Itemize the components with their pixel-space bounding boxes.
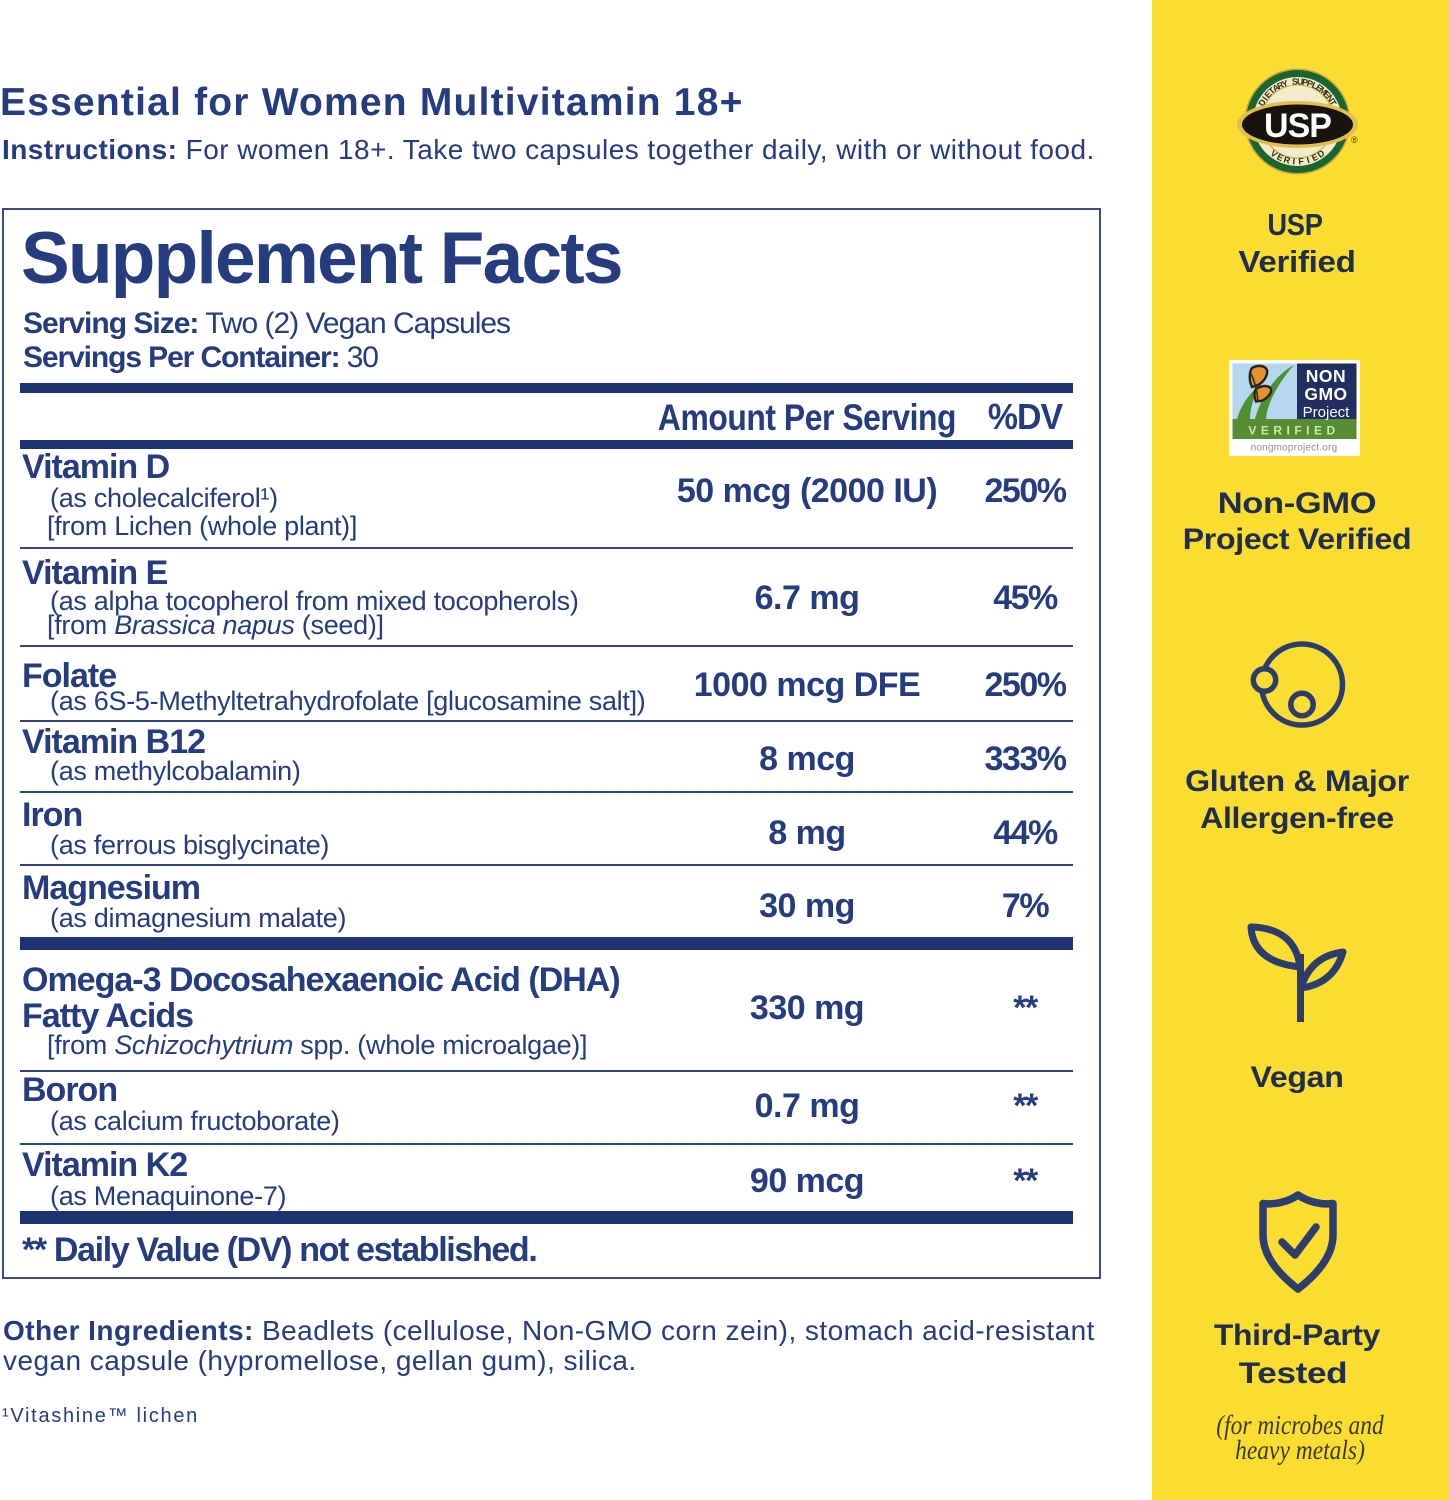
svg-text:R: R <box>1275 79 1286 91</box>
svg-text:P: P <box>1306 78 1315 89</box>
svg-text:D: D <box>1256 98 1268 108</box>
svg-text:L: L <box>1310 80 1320 92</box>
svg-text:T: T <box>1327 98 1339 108</box>
svg-text:E: E <box>1321 89 1332 100</box>
svg-text:VERIFIED: VERIFIED <box>1248 424 1339 438</box>
svg-text:E: E <box>1310 152 1320 164</box>
svg-text:®: ® <box>1351 135 1358 145</box>
svg-text:F: F <box>1298 156 1305 166</box>
svg-text:E: E <box>1262 89 1273 100</box>
svg-text:V: V <box>1269 148 1280 160</box>
svg-text:Y: Y <box>1281 78 1290 89</box>
svg-text:nongmoproject.org: nongmoproject.org <box>1251 443 1338 454</box>
svg-text:USP: USP <box>1264 107 1331 145</box>
svg-text:A: A <box>1270 82 1281 94</box>
svg-text:I: I <box>1292 156 1295 166</box>
svg-text:N: N <box>1324 93 1336 104</box>
svg-text:S: S <box>1292 76 1299 86</box>
svg-text:U: U <box>1297 76 1304 86</box>
svg-text:P: P <box>1301 77 1309 88</box>
svg-text:E: E <box>1314 82 1324 94</box>
svg-text:R: R <box>1282 154 1291 165</box>
svg-text:E: E <box>1275 152 1285 164</box>
svg-text:T: T <box>1266 85 1277 97</box>
svg-text:I: I <box>1306 155 1311 165</box>
svg-text:D: D <box>1315 148 1327 160</box>
svg-text:I: I <box>1260 94 1270 102</box>
svg-text:GMO: GMO <box>1304 384 1347 404</box>
svg-text:NON: NON <box>1306 366 1346 386</box>
svg-text:Project: Project <box>1303 404 1351 421</box>
